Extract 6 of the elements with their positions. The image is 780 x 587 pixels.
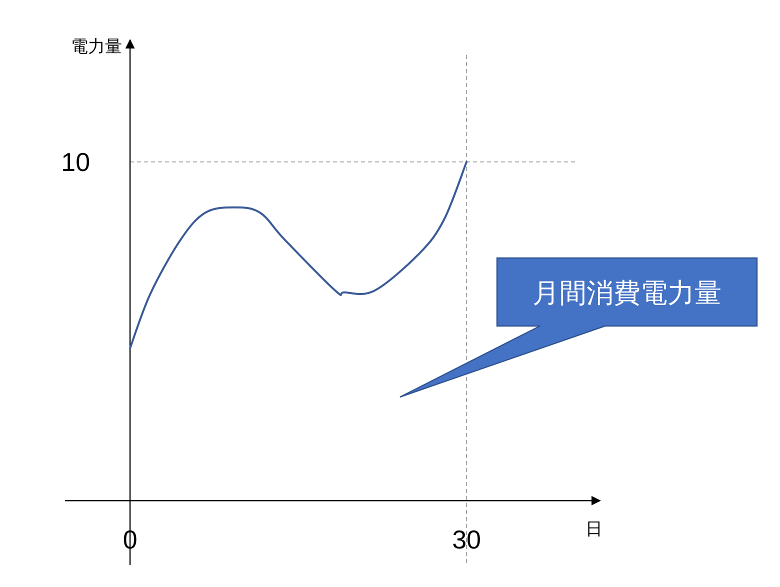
annotation: 10 bbox=[61, 146, 90, 177]
annotation: 月間消費電力量 bbox=[532, 278, 722, 308]
callout: 月間消費電力量 bbox=[399, 257, 758, 398]
x-tick-label: 30 bbox=[452, 524, 481, 555]
text: 電力量 bbox=[71, 37, 122, 56]
x-axis-title: 日 bbox=[586, 520, 602, 539]
